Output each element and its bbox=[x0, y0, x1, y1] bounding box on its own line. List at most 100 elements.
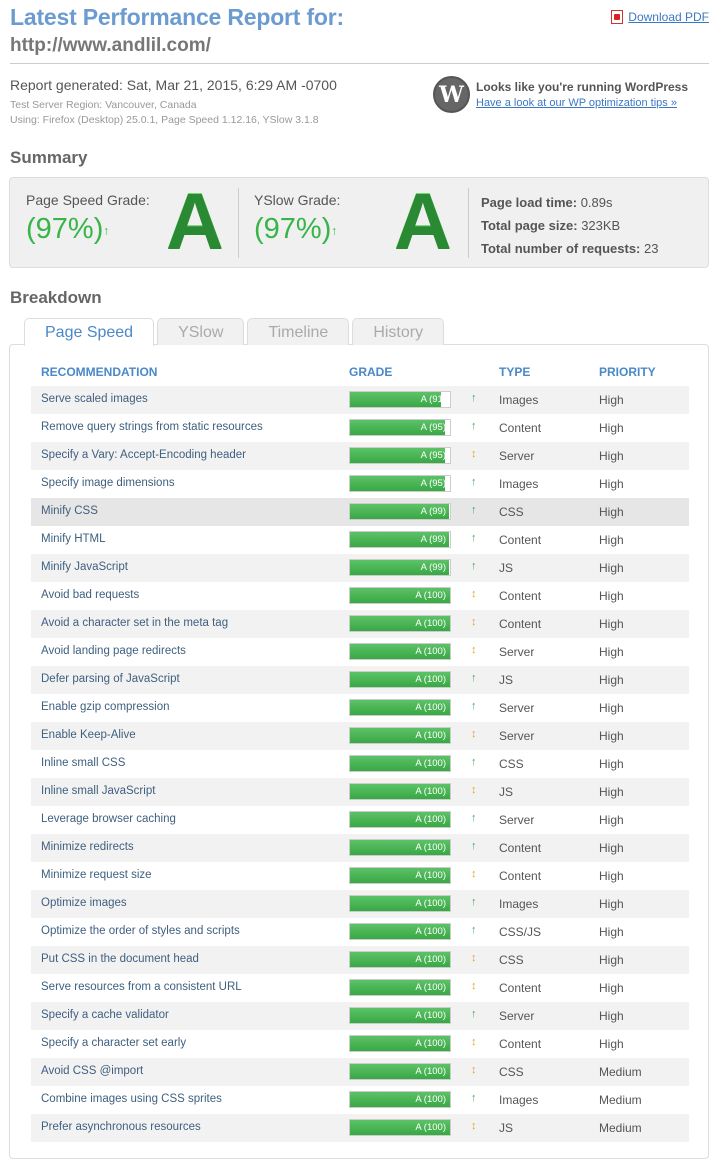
recommendation-name[interactable]: Minify HTML bbox=[41, 533, 106, 545]
recommendation-name[interactable]: Optimize the order of styles and scripts bbox=[41, 925, 240, 937]
table-row[interactable]: Minimize request size A (100) ↕ Content High bbox=[31, 862, 689, 890]
table-row[interactable]: Avoid a character set in the meta tag A (… bbox=[31, 610, 689, 638]
type-value: CSS bbox=[499, 1065, 524, 1079]
recommendation-name[interactable]: Avoid CSS @import bbox=[41, 1065, 144, 1077]
trend-up-icon: ↑ bbox=[471, 672, 477, 684]
recommendation-name[interactable]: Serve scaled images bbox=[41, 393, 148, 405]
table-row[interactable]: Minimize redirects A (100) ↑ Content High bbox=[31, 834, 689, 862]
trend-up-icon: ↑ bbox=[471, 1008, 477, 1020]
table-row[interactable]: Prefer asynchronous resources A (100) ↕ JS M… bbox=[31, 1114, 689, 1142]
grade-bar: A (100) bbox=[349, 615, 451, 632]
table-row[interactable]: Defer parsing of JavaScript A (100) ↑ JS Hig… bbox=[31, 666, 689, 694]
page-size-label: Total page size: bbox=[481, 218, 578, 233]
grade-label: A (100) bbox=[415, 618, 446, 629]
grade-label: A (100) bbox=[415, 1010, 446, 1021]
grade-label: A (99) bbox=[420, 506, 446, 517]
trend-up-icon: ↑ bbox=[471, 420, 477, 432]
tab-yslow[interactable]: YSlow bbox=[157, 318, 245, 345]
trend-updown-icon: ↕ bbox=[471, 644, 477, 656]
recommendation-name[interactable]: Minify CSS bbox=[41, 505, 98, 517]
priority-value: High bbox=[599, 785, 624, 799]
recommendation-name[interactable]: Inline small CSS bbox=[41, 757, 126, 769]
table-row[interactable]: Specify a character set early A (100) ↕ Con… bbox=[31, 1030, 689, 1058]
table-row[interactable]: Optimize the order of styles and scripts… bbox=[31, 918, 689, 946]
recommendation-name[interactable]: Minimize redirects bbox=[41, 841, 134, 853]
type-value: Images bbox=[499, 1093, 539, 1107]
table-row[interactable]: Minify JavaScript A (99) ↑ JS High bbox=[31, 554, 689, 582]
table-row[interactable]: Leverage browser caching A (100) ↑ Server Hi… bbox=[31, 806, 689, 834]
recommendation-name[interactable]: Minimize request size bbox=[41, 869, 152, 881]
tab-history[interactable]: History bbox=[352, 318, 445, 345]
recommendation-name[interactable]: Avoid landing page redirects bbox=[41, 645, 186, 657]
requests-value: 23 bbox=[644, 241, 659, 256]
wordpress-headline: Looks like you're running WordPress bbox=[476, 80, 689, 94]
table-row[interactable]: Avoid bad requests A (100) ↕ Content High bbox=[31, 582, 689, 610]
table-row[interactable]: Put CSS in the document head A (100) ↕ CSS H… bbox=[31, 946, 689, 974]
recommendation-name[interactable]: Inline small JavaScript bbox=[41, 785, 156, 797]
recommendation-name[interactable]: Specify a Vary: Accept-Encoding header bbox=[41, 449, 246, 461]
priority-value: High bbox=[599, 897, 624, 911]
grade-bar: A (100) bbox=[349, 923, 451, 940]
table-row[interactable]: Enable gzip compression A (100) ↑ Server Hig… bbox=[31, 694, 689, 722]
type-value: Server bbox=[499, 1009, 535, 1023]
recommendation-name[interactable]: Combine images using CSS sprites bbox=[41, 1093, 222, 1105]
recommendation-name[interactable]: Minify JavaScript bbox=[41, 561, 128, 573]
trend-updown-icon: ↕ bbox=[471, 868, 477, 880]
grade-bar-fill bbox=[350, 980, 450, 995]
table-row[interactable]: Remove query strings from static resourc… bbox=[31, 414, 689, 442]
recommendation-name[interactable]: Avoid bad requests bbox=[41, 589, 140, 601]
grade-bar: A (95) bbox=[349, 447, 451, 464]
table-row[interactable]: Inline small JavaScript A (100) ↕ JS High bbox=[31, 778, 689, 806]
recommendation-name[interactable]: Enable gzip compression bbox=[41, 701, 170, 713]
recommendation-name[interactable]: Put CSS in the document head bbox=[41, 953, 199, 965]
wordpress-tips-link[interactable]: Have a look at our WP optimization tips … bbox=[476, 97, 677, 109]
recommendation-name[interactable]: Leverage browser caching bbox=[41, 813, 176, 825]
table-row[interactable]: Enable Keep-Alive A (100) ↕ Server High bbox=[31, 722, 689, 750]
test-region: Test Server Region: Vancouver, Canada bbox=[10, 99, 197, 111]
recommendation-name[interactable]: Avoid a character set in the meta tag bbox=[41, 617, 229, 629]
table-row[interactable]: Minify CSS A (99) ↑ CSS High bbox=[31, 498, 689, 526]
grade-label: A (95) bbox=[420, 450, 446, 461]
recommendation-name[interactable]: Specify a character set early bbox=[41, 1037, 187, 1049]
type-value: CSS bbox=[499, 953, 524, 967]
grade-bar: A (100) bbox=[349, 671, 451, 688]
table-row[interactable]: Specify a Vary: Accept-Encoding header A … bbox=[31, 442, 689, 470]
tab-timeline[interactable]: Timeline bbox=[247, 318, 350, 345]
table-row[interactable]: Minify HTML A (99) ↑ Content High bbox=[31, 526, 689, 554]
trend-up-icon: ↑ bbox=[471, 476, 477, 488]
table-row[interactable]: Avoid landing page redirects A (100) ↕ Serv… bbox=[31, 638, 689, 666]
type-value: JS bbox=[499, 785, 514, 799]
recommendation-name[interactable]: Specify image dimensions bbox=[41, 477, 175, 489]
grade-bar-fill bbox=[350, 420, 445, 435]
breakdown-tabs: Page Speed YSlow Timeline History bbox=[24, 318, 445, 346]
type-value: Content bbox=[499, 421, 542, 435]
type-value: Content bbox=[499, 841, 542, 855]
download-pdf[interactable]: Download PDF bbox=[611, 10, 709, 24]
grade-bar: A (95) bbox=[349, 475, 451, 492]
report-url: http://www.andlil.com/ bbox=[10, 35, 211, 56]
tab-page-speed[interactable]: Page Speed bbox=[24, 318, 155, 346]
trend-up-icon: ↑ bbox=[471, 812, 477, 824]
grade-bar: A (100) bbox=[349, 1063, 451, 1080]
load-time-value: 0.89s bbox=[580, 195, 613, 210]
table-row[interactable]: Combine images using CSS sprites A (100) ↑… bbox=[31, 1086, 689, 1114]
recommendation-name[interactable]: Prefer asynchronous resources bbox=[41, 1121, 201, 1133]
recommendation-name[interactable]: Remove query strings from static resourc… bbox=[41, 421, 263, 433]
table-row[interactable]: Serve resources from a consistent URL A (… bbox=[31, 974, 689, 1002]
recommendation-name[interactable]: Optimize images bbox=[41, 897, 127, 909]
recommendation-name[interactable]: Enable Keep-Alive bbox=[41, 729, 136, 741]
download-pdf-link[interactable]: Download PDF bbox=[628, 10, 709, 24]
recommendation-name[interactable]: Specify a cache validator bbox=[41, 1009, 169, 1021]
table-row[interactable]: Specify image dimensions A (95) ↑ Images Hig… bbox=[31, 470, 689, 498]
recommendation-name[interactable]: Defer parsing of JavaScript bbox=[41, 673, 180, 685]
recommendation-name[interactable]: Serve resources from a consistent URL bbox=[41, 981, 242, 993]
grade-bar-fill bbox=[350, 616, 450, 631]
table-row[interactable]: Optimize images A (100) ↑ Images High bbox=[31, 890, 689, 918]
table-row[interactable]: Specify a cache validator A (100) ↑ Server H… bbox=[31, 1002, 689, 1030]
pagespeed-percent: (97%) bbox=[26, 213, 104, 245]
table-row[interactable]: Serve scaled images A (91) ↑ Images High bbox=[31, 386, 689, 414]
table-row[interactable]: Avoid CSS @import A (100) ↕ CSS Medium bbox=[31, 1058, 689, 1086]
col-grade: GRADE bbox=[349, 365, 393, 379]
trend-updown-icon: ↕ bbox=[471, 1064, 477, 1076]
table-row[interactable]: Inline small CSS A (100) ↑ CSS High bbox=[31, 750, 689, 778]
